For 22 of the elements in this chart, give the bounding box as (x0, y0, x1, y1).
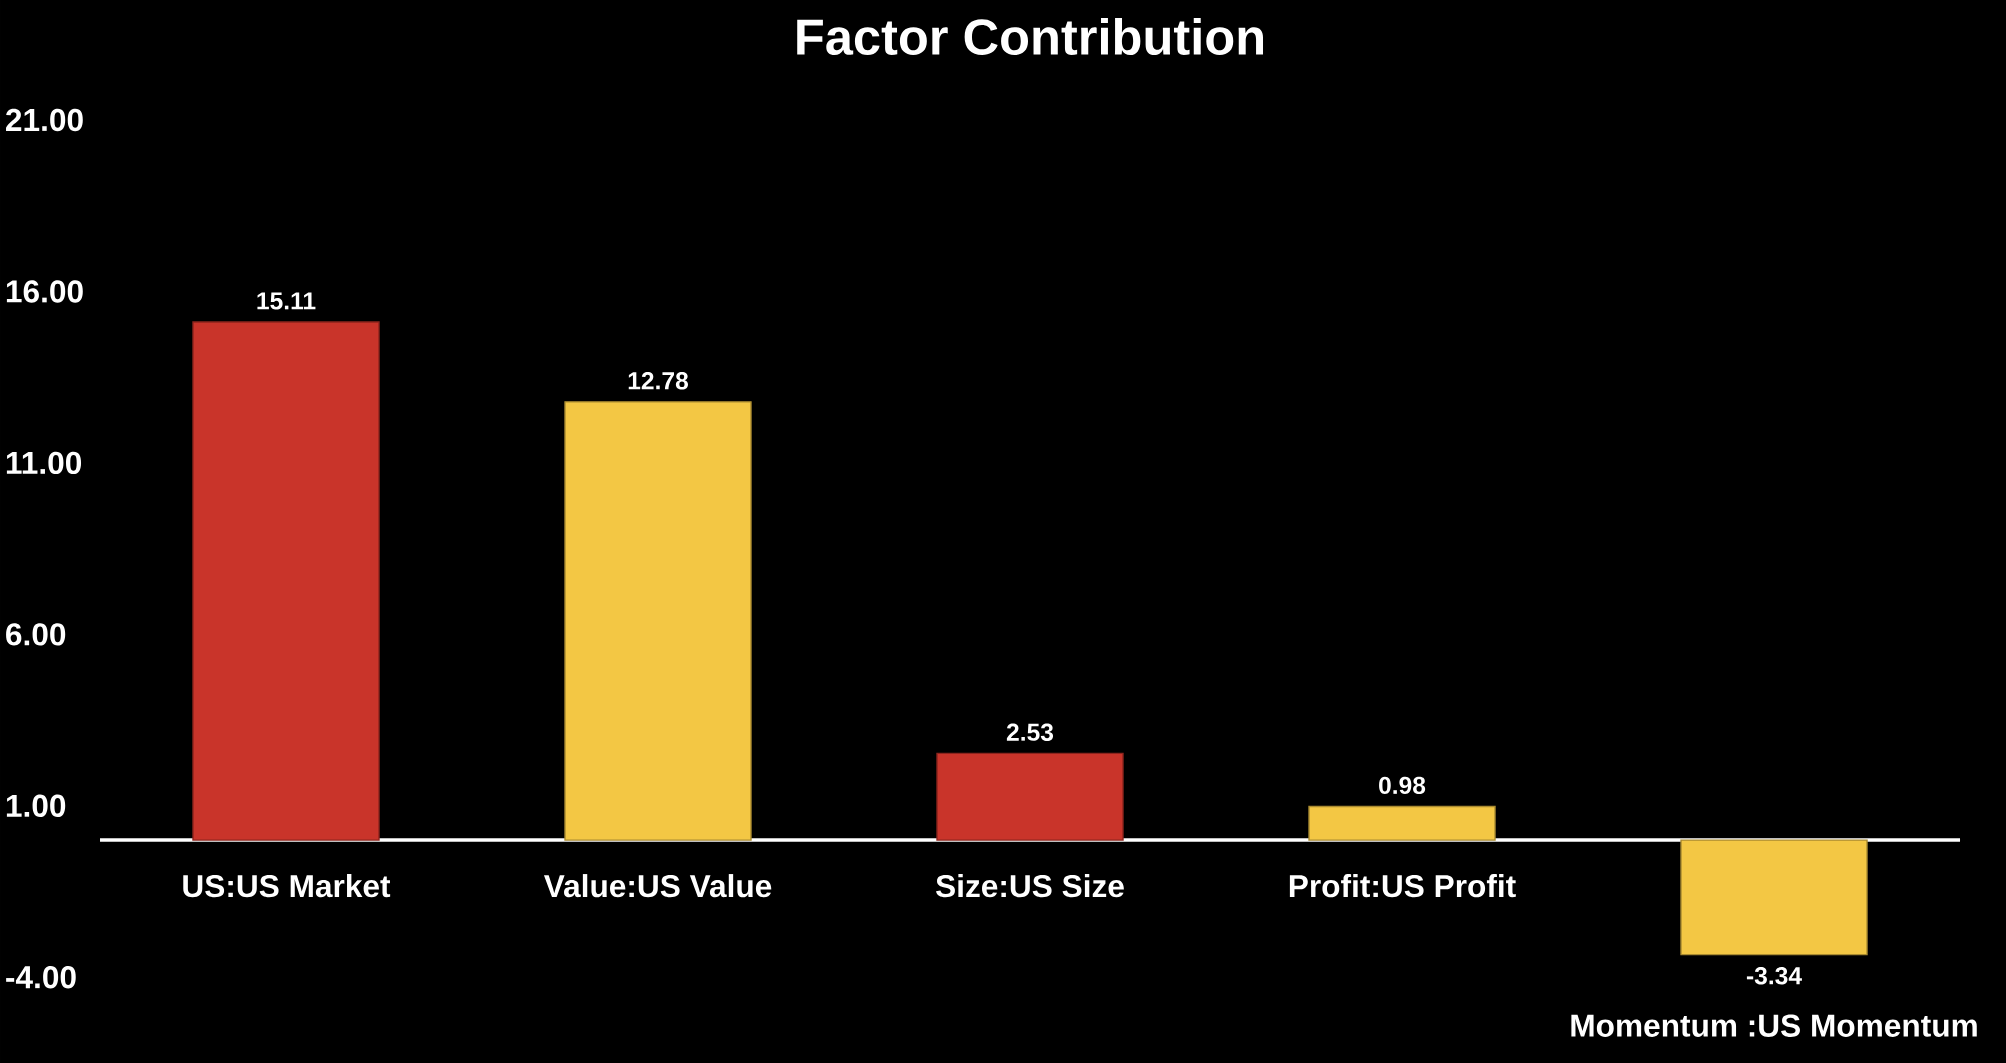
bar (564, 401, 752, 841)
y-tick-label: -4.00 (6, 966, 76, 989)
y-tick-label: 11.00 (6, 451, 82, 475)
bar (1680, 839, 1868, 956)
bar (192, 321, 380, 841)
chart-title: Factor Contribution (797, 17, 1264, 56)
x-tick-label: Momentum :US Momentum (1571, 1014, 1977, 1037)
x-tick-label: Value:US Value (543, 874, 772, 898)
y-tick-label: 21.00 (6, 108, 83, 132)
data-label: -3.34 (1746, 967, 1802, 985)
data-label: 2.53 (1006, 723, 1054, 741)
y-tick-label: 6.00 (6, 623, 66, 646)
y-tick-label: 16.00 (6, 280, 83, 303)
x-tick-label: US:US Market (183, 874, 391, 898)
data-label: 0.98 (1379, 776, 1426, 795)
data-label: 15.11 (257, 292, 316, 310)
bar (936, 752, 1124, 841)
bar (1308, 805, 1496, 841)
x-tick-label: Profit:US Profit (1289, 874, 1516, 898)
x-tick-label: Size:US Size (936, 874, 1124, 898)
data-label: 12.78 (628, 372, 688, 390)
y-tick-label: 1.00 (6, 794, 66, 818)
